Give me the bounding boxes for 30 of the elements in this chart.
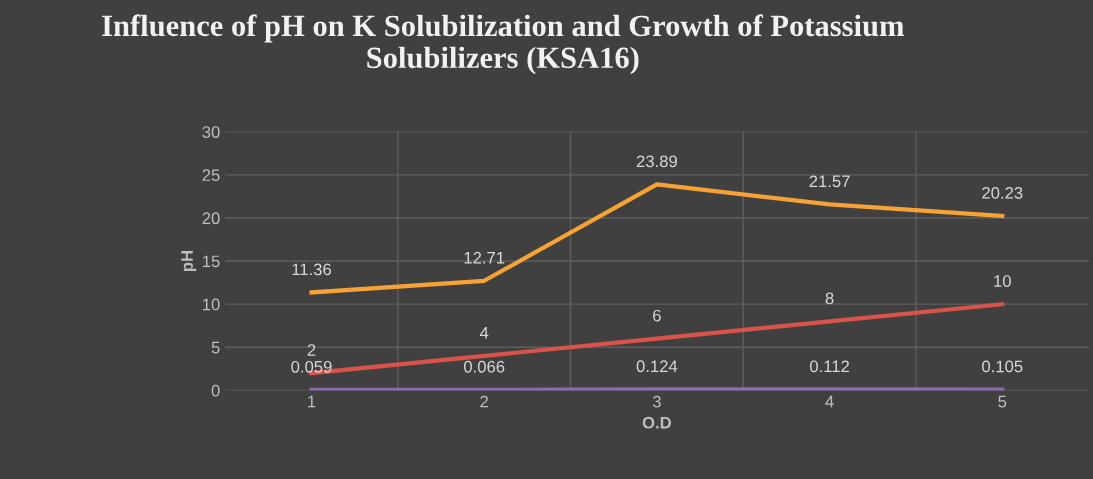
data-label: 12.71 (464, 251, 505, 264)
data-label: 0.059 (291, 360, 332, 373)
y-tick-label: 0 (211, 384, 220, 397)
y-tick-label: 5 (211, 341, 220, 354)
y-tick-label: 15 (203, 255, 220, 268)
y-tick-label: 20 (202, 212, 220, 225)
chart-title: Influence of pH on K Solubilization and Growth of Potassium Solubilizers (KSA16) (102, 14, 904, 75)
data-label: 0.124 (636, 360, 678, 373)
x-tick-label: 3 (652, 395, 661, 408)
data-label: 8 (825, 292, 834, 305)
data-label: 23.89 (636, 155, 677, 168)
data-label: 0.112 (810, 360, 849, 373)
x-tick-label: 2 (480, 395, 488, 408)
data-label: 6 (653, 309, 661, 322)
x-tick-label: 4 (825, 395, 834, 408)
y-axis-title: pH (181, 251, 197, 272)
data-label: 4 (479, 327, 489, 339)
y-tick-label: 25 (202, 169, 220, 182)
data-label: 20.23 (982, 186, 1023, 199)
data-label: 0.105 (982, 360, 1023, 373)
data-label: 21.57 (809, 175, 850, 188)
x-tick-label: 1 (308, 395, 316, 408)
x-tick-label: 5 (998, 395, 1007, 408)
data-label: 10 (994, 275, 1011, 287)
data-label: 11.36 (292, 263, 332, 276)
x-axis-title: O.D (642, 416, 672, 429)
data-label: 2 (307, 344, 316, 356)
data-label: 0.066 (464, 360, 505, 373)
y-tick-label: 30 (202, 126, 220, 138)
y-tick-label: 10 (203, 298, 220, 311)
